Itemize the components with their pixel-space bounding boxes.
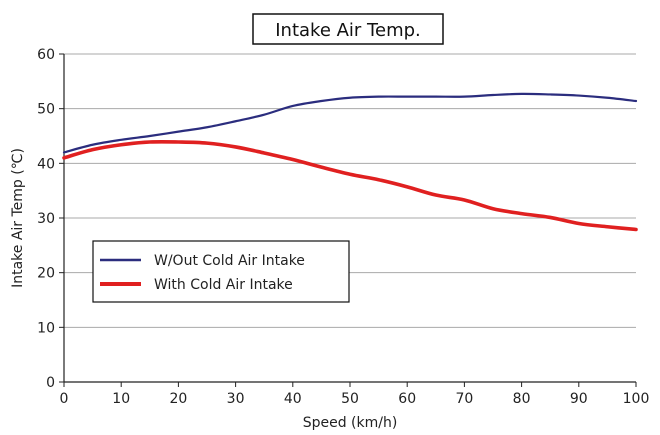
x-axis-title: Speed (km/h) [303, 415, 398, 431]
x-tick-label: 80 [513, 391, 531, 407]
legend-label-without-cold-air-intake: W/Out Cold Air Intake [154, 253, 305, 269]
y-tick-label: 60 [37, 47, 55, 63]
x-tick-label: 90 [570, 391, 588, 407]
x-tick-label: 40 [284, 391, 302, 407]
chart-title-box: Intake Air Temp. [252, 13, 444, 45]
x-tick-label: 30 [227, 391, 245, 407]
axes: 0 10 20 30 40 50 60 0 10 20 30 40 50 60 70 80 90 100 [37, 47, 649, 407]
y-tick-label: 10 [37, 320, 55, 336]
legend-label-with-cold-air-intake: With Cold Air Intake [154, 277, 293, 293]
y-tick-label: 0 [46, 375, 55, 391]
chart-title-frame [252, 13, 444, 45]
legend-frame [92, 240, 350, 303]
y-tick-label: 20 [37, 266, 55, 282]
x-tick-label: 70 [455, 391, 473, 407]
x-tick-label: 0 [60, 391, 69, 407]
x-tick-label: 10 [112, 391, 130, 407]
y-tick-label: 30 [37, 211, 55, 227]
y-axis-title: Intake Air Temp (℃) [10, 148, 26, 288]
series-line-with-cold-air-intake [62, 139, 638, 232]
x-tick-label: 100 [623, 391, 650, 407]
series-line-without-cold-air-intake [62, 92, 638, 154]
chart-title: Intake Air Temp. [275, 20, 421, 41]
x-tick-label: 60 [398, 391, 416, 407]
y-tick-label: 40 [37, 156, 55, 172]
y-tick-label: 50 [37, 102, 55, 118]
series-lines [62, 92, 638, 232]
x-tick-label: 50 [341, 391, 359, 407]
legend: W/Out Cold Air Intake With Cold Air Inta… [92, 240, 350, 303]
x-tick-label: 20 [169, 391, 187, 407]
